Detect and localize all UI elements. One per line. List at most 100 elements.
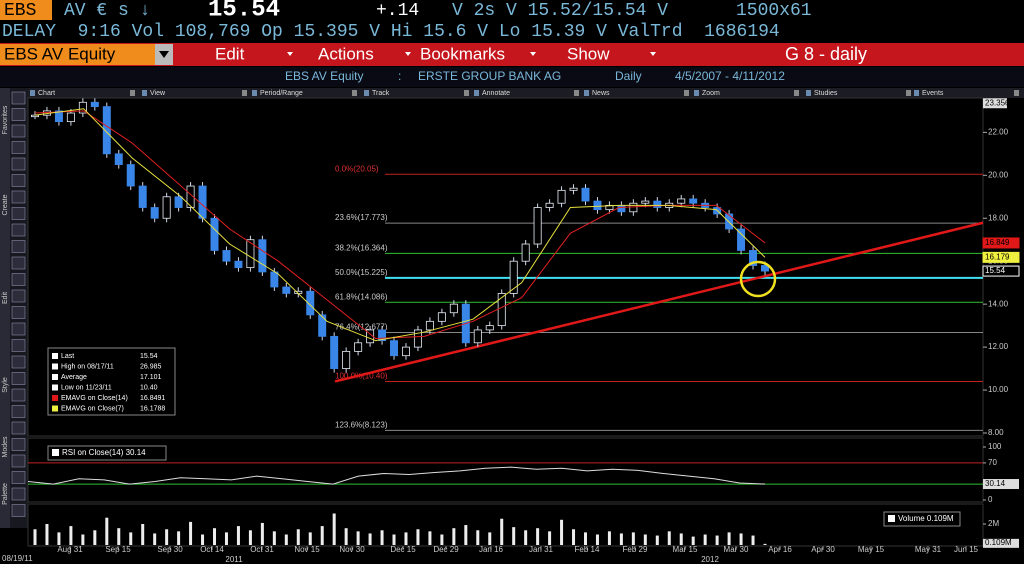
legend-value: 10.40 — [140, 384, 158, 391]
candle-body — [31, 114, 39, 118]
toolbar-item[interactable]: Zoom — [702, 90, 720, 97]
header-range: 4/5/2007 - 4/11/2012 — [675, 69, 785, 83]
toolbar-icon[interactable] — [474, 90, 479, 96]
volume-bar — [177, 531, 181, 545]
toolbar-dropdown[interactable] — [130, 90, 135, 96]
menu-item[interactable]: Bookmarks — [420, 44, 505, 63]
legend-label: EMAVG on Close(14) — [61, 395, 128, 402]
tool-icon[interactable] — [11, 108, 26, 121]
tool-icon[interactable] — [11, 256, 26, 270]
legend-value: 15.54 — [140, 353, 158, 360]
rsi-tick-label: 70 — [988, 458, 997, 467]
tool-icon[interactable] — [11, 207, 26, 220]
toolbar-icon[interactable] — [584, 90, 589, 96]
toolbar-icon[interactable] — [142, 90, 147, 96]
volume-bar — [583, 532, 587, 545]
volume-bar — [81, 534, 85, 545]
tool-icon[interactable] — [11, 372, 26, 385]
candle-body — [569, 187, 578, 191]
toolbar-dropdown[interactable] — [574, 90, 579, 96]
y-tick-label: 22.00 — [988, 127, 1009, 136]
y-tick-label: 12.00 — [988, 342, 1009, 351]
tool-icon[interactable] — [11, 355, 26, 369]
candle-body — [150, 207, 159, 219]
toolbar-item[interactable]: Track — [372, 90, 390, 97]
candle-body — [390, 340, 399, 357]
tool-icon[interactable] — [11, 273, 26, 286]
tool-icon[interactable] — [11, 141, 26, 154]
menu-item[interactable]: Edit — [215, 44, 245, 63]
toolbar-icon[interactable] — [252, 90, 257, 96]
toolbar-item[interactable]: Period/Range — [260, 90, 303, 97]
candle-body — [449, 303, 458, 314]
tool-icon[interactable] — [11, 388, 26, 402]
ticker-box[interactable] — [0, 0, 52, 20]
volume-bar — [524, 530, 528, 545]
toolbar-dropdown[interactable] — [906, 90, 911, 96]
candle-body — [198, 185, 207, 219]
tool-icon[interactable] — [11, 438, 26, 451]
candle-body — [485, 325, 494, 331]
tool-icon[interactable] — [11, 174, 26, 187]
toolbar-icon[interactable] — [806, 90, 811, 96]
toolbar-dropdown[interactable] — [464, 90, 469, 96]
header-name: ERSTE GROUP BANK AG — [418, 69, 561, 83]
tool-icon[interactable] — [11, 190, 26, 204]
menu-item[interactable]: Show — [567, 44, 610, 63]
highlight-circle — [739, 260, 777, 298]
volume-bar — [344, 528, 348, 545]
price-panel — [27, 97, 984, 437]
candle-body — [210, 217, 219, 251]
rsi-tick-label: 0 — [988, 495, 993, 504]
volume-bar — [488, 532, 492, 545]
toolbar-item[interactable]: Chart — [38, 90, 55, 97]
tool-icon[interactable] — [11, 157, 26, 171]
toolbar-dropdown[interactable] — [794, 90, 799, 96]
tool-icon[interactable] — [11, 240, 26, 253]
tool-icon[interactable] — [11, 405, 26, 418]
tool-icon[interactable] — [11, 339, 26, 352]
toolbar-dropdown[interactable] — [1014, 90, 1019, 96]
toolbar-item[interactable]: Annotate — [482, 90, 510, 97]
toolbar-item[interactable]: Events — [922, 90, 944, 97]
toolbar-icon[interactable] — [30, 90, 35, 96]
legend-value: 16.8491 — [140, 395, 165, 402]
sidebar-label: Create — [2, 194, 9, 215]
tool-icon[interactable] — [11, 471, 26, 484]
rsi-tag-label: 30.14 — [985, 479, 1006, 488]
size: 1500x61 — [736, 1, 812, 21]
legend-value: 17.101 — [140, 374, 162, 381]
candle-body — [581, 187, 590, 202]
x-tick-label: Nov 15 — [294, 545, 320, 554]
volume-bar — [679, 533, 683, 545]
toolbar-icon[interactable] — [914, 90, 919, 96]
toolbar-dropdown[interactable] — [684, 90, 689, 96]
quote-details: DELAY 9:16 Vol 108,769 Op 15.395 V Hi 15… — [2, 22, 780, 42]
tool-icon[interactable] — [11, 124, 26, 138]
tool-icon[interactable] — [11, 306, 26, 319]
toolbar-item[interactable]: Studies — [814, 90, 838, 97]
fib-label: 123.6%(8.123) — [335, 420, 388, 429]
tool-icon[interactable] — [11, 223, 26, 237]
tool-icon[interactable] — [11, 91, 26, 105]
security-box[interactable] — [0, 44, 155, 65]
tool-icon[interactable] — [11, 504, 26, 517]
tool-icon[interactable] — [11, 289, 26, 303]
menu-item[interactable]: Actions — [318, 44, 374, 63]
toolbar-icon[interactable] — [364, 90, 369, 96]
legend-swatch — [52, 384, 58, 391]
tool-icon[interactable] — [11, 421, 26, 435]
toolbar-dropdown[interactable] — [352, 90, 357, 96]
toolbar-icon[interactable] — [694, 90, 699, 96]
toolbar-item[interactable]: News — [592, 90, 610, 97]
legend-swatch — [52, 374, 58, 380]
volume-bar — [236, 526, 240, 545]
tool-icon[interactable] — [11, 454, 26, 468]
toolbar-dropdown[interactable] — [242, 90, 247, 96]
header-period: Daily — [615, 69, 642, 83]
tool-icon[interactable] — [11, 322, 26, 336]
toolbar-item[interactable]: View — [150, 90, 166, 97]
tool-icon[interactable] — [11, 487, 26, 501]
volume-bar — [476, 530, 480, 545]
candle-body — [174, 196, 183, 208]
